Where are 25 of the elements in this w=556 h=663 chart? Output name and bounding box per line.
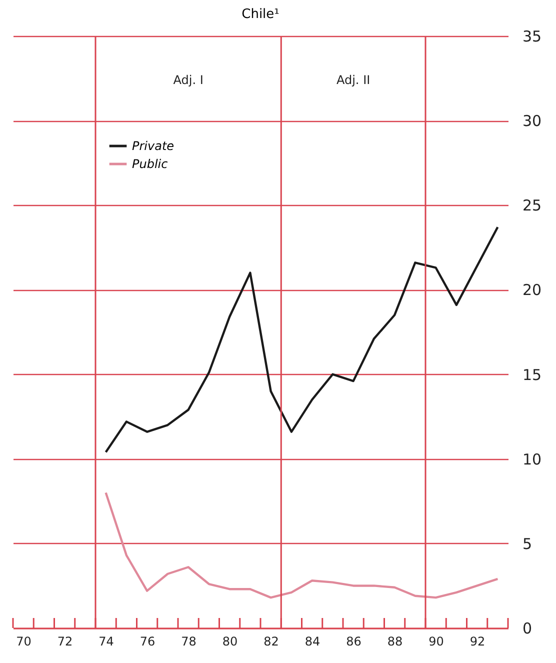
y-tick-label: 5 — [522, 534, 532, 553]
x-tick-label: 84 — [304, 634, 320, 648]
y-tick-label: 0 — [522, 620, 532, 638]
chart-title: Chile¹ — [242, 7, 280, 22]
x-tick-label: 78 — [181, 634, 196, 648]
x-tick-label: 88 — [387, 634, 403, 648]
x-tick-label: 76 — [140, 634, 156, 648]
x-tick-label: 82 — [264, 634, 279, 648]
y-tick-label: 25 — [522, 196, 542, 215]
annotation: Adj. II — [336, 73, 370, 87]
legend-label: Private — [132, 139, 174, 153]
y-tick-label: 35 — [522, 28, 542, 46]
y-tick-label: 15 — [522, 366, 542, 384]
y-tick-label: 20 — [522, 281, 542, 300]
x-tick-label: 74 — [98, 634, 114, 648]
x-tick-label: 86 — [346, 634, 362, 648]
x-tick-label: 92 — [470, 634, 486, 648]
x-tick-label: 90 — [428, 634, 444, 648]
x-tick-label: 80 — [222, 634, 238, 648]
y-tick-label: 10 — [522, 450, 542, 468]
x-tick-label: 72 — [57, 634, 73, 648]
x-tick-label: 70 — [16, 634, 32, 648]
annotation: Adj. I — [173, 73, 204, 87]
y-tick-label: 30 — [522, 112, 542, 130]
legend-label: Public — [132, 157, 168, 171]
